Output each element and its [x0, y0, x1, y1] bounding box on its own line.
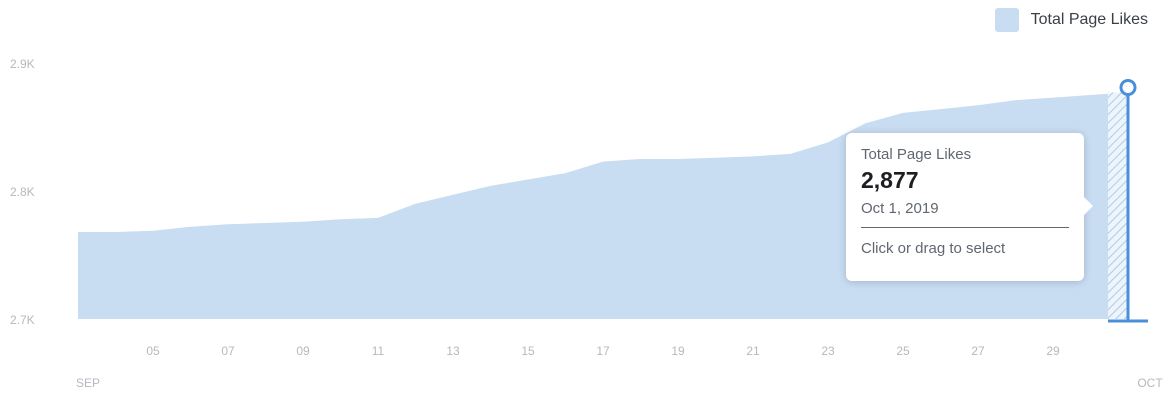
legend[interactable]: Total Page Likes — [994, 8, 1148, 32]
x-month-label: SEP — [76, 376, 100, 390]
data-point[interactable] — [1087, 91, 1095, 99]
y-tick-label: 2.9K — [10, 57, 35, 71]
x-month-label: OCT — [1137, 376, 1163, 390]
data-point[interactable] — [74, 228, 82, 236]
tooltip-action[interactable]: Click or drag to select — [861, 240, 1006, 257]
data-point[interactable] — [262, 219, 270, 227]
data-point[interactable] — [112, 228, 120, 236]
data-point[interactable] — [187, 223, 195, 231]
data-point[interactable] — [1049, 94, 1057, 102]
tooltip-value: 2,877 — [861, 167, 919, 193]
data-point[interactable] — [787, 150, 795, 158]
legend-swatch — [994, 8, 1019, 32]
x-tick-label: 19 — [671, 344, 685, 358]
tooltip-title: Total Page Likes — [861, 146, 972, 163]
data-point[interactable] — [674, 155, 682, 163]
x-tick-label: 15 — [521, 344, 535, 358]
x-tick-label: 09 — [296, 344, 310, 358]
cursor-handle[interactable] — [1119, 78, 1137, 96]
selected-day-hatch — [1108, 92, 1128, 319]
data-point[interactable] — [524, 175, 532, 183]
data-point[interactable] — [599, 158, 607, 166]
x-tick-label: 17 — [596, 344, 610, 358]
x-tick-label: 11 — [372, 344, 385, 358]
x-tick-label: 07 — [221, 344, 235, 358]
x-tick-label: 29 — [1046, 344, 1060, 358]
data-point[interactable] — [449, 191, 457, 199]
x-axis: 05 07 09 11 13 15 17 19 21 23 25 27 29 SEP OCT — [76, 344, 1163, 390]
data-point[interactable] — [562, 169, 570, 177]
data-point[interactable] — [749, 152, 757, 160]
data-point[interactable] — [299, 218, 307, 226]
data-point[interactable] — [899, 109, 907, 117]
data-point[interactable] — [337, 215, 345, 223]
tooltip-date: Oct 1, 2019 — [861, 200, 939, 217]
data-point[interactable] — [412, 200, 420, 208]
x-tick-label: 27 — [971, 344, 985, 358]
data-point[interactable] — [487, 182, 495, 190]
tooltip-divider — [861, 227, 1069, 228]
hover-cursor[interactable] — [1108, 78, 1148, 323]
y-tick-label: 2.7K — [10, 313, 35, 327]
data-point[interactable] — [374, 214, 382, 222]
x-tick-label: 13 — [446, 344, 460, 358]
x-tick-label: 21 — [746, 344, 760, 358]
data-point[interactable] — [149, 227, 157, 235]
y-tick-label: 2.8K — [10, 185, 35, 199]
x-tick-label: 23 — [821, 344, 835, 358]
data-point[interactable] — [224, 220, 232, 228]
tooltip: Total Page Likes 2,877 Oct 1, 2019 Click… — [846, 133, 1093, 281]
data-point[interactable] — [637, 155, 645, 163]
data-point[interactable] — [974, 101, 982, 109]
data-point[interactable] — [824, 138, 832, 146]
x-tick-label: 05 — [146, 344, 160, 358]
data-point[interactable] — [1012, 96, 1020, 104]
data-point[interactable] — [712, 154, 720, 162]
legend-label: Total Page Likes — [1030, 11, 1148, 28]
data-point[interactable] — [862, 119, 870, 127]
data-point[interactable] — [937, 105, 945, 113]
x-tick-label: 25 — [896, 344, 910, 358]
y-axis: 2.7K 2.8K 2.9K — [10, 57, 35, 327]
